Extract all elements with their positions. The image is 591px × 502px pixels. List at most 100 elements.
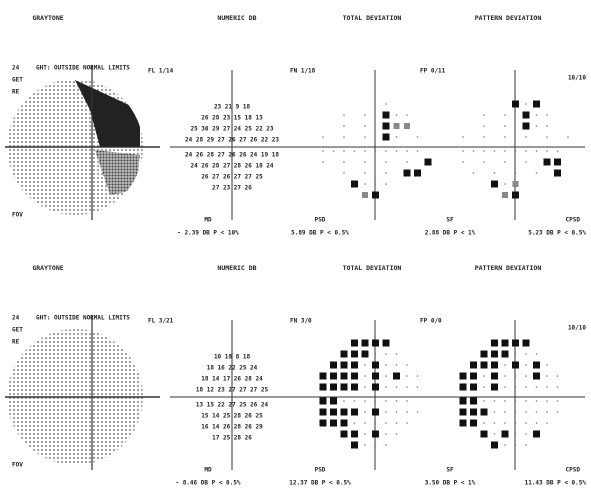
numeric-row: 23 21 9 18 [214, 104, 251, 111]
deviation-symbol [491, 373, 498, 380]
deviation-symbol [525, 375, 527, 377]
deviation-symbol [483, 422, 485, 424]
deviation-symbol [343, 400, 345, 402]
deviation-symbol [364, 400, 366, 402]
deviation-symbol [396, 114, 398, 116]
deviation-symbol [320, 409, 327, 416]
deviation-symbol [330, 362, 337, 369]
deviation-symbol [364, 114, 366, 116]
deviation-symbol [460, 398, 467, 405]
deviation-symbol [330, 373, 337, 380]
deviation-symbol [483, 114, 485, 116]
deviation-symbol [494, 422, 496, 424]
deviation-symbol [375, 150, 377, 152]
deviation-symbol [385, 422, 387, 424]
deviation-symbol [515, 172, 517, 174]
deviation-symbol [525, 136, 527, 138]
deviation-symbol [462, 136, 464, 138]
deviation-symbol [504, 364, 506, 366]
deviation-symbol [322, 136, 324, 138]
deviation-symbol [354, 150, 356, 152]
deviation-symbol [364, 411, 366, 413]
deviation-symbol [523, 340, 530, 347]
deviation-symbol [417, 375, 419, 377]
deviation-symbol [491, 181, 498, 188]
ght-label: GHT: OUTSIDE NORMAL LIMITS [36, 65, 130, 72]
false-positives: FP 0/11 [420, 68, 446, 75]
deviation-symbol [533, 431, 540, 438]
deviation-symbol [364, 386, 366, 388]
section-header: TOTAL DEVIATION [343, 264, 402, 272]
deviation-symbol [536, 114, 538, 116]
deviation-symbol [372, 409, 379, 416]
deviation-symbol [504, 375, 506, 377]
deviation-symbol [512, 101, 519, 108]
deviation-symbol [341, 431, 348, 438]
deviation-symbol [504, 125, 506, 127]
false-negatives: FN 3/0 [290, 318, 312, 325]
deviation-symbol [385, 375, 387, 377]
deviation-symbol [362, 351, 369, 358]
md-value: - 8.46 DB P < 0.5% [175, 480, 240, 487]
deviation-symbol [512, 340, 519, 347]
deviation-symbol [470, 420, 477, 427]
deviation-symbol [341, 373, 348, 380]
deviation-symbol [462, 161, 464, 163]
deviation-symbol [491, 362, 498, 369]
deviation-symbol [523, 123, 530, 130]
deviation-symbol [546, 411, 548, 413]
psd-label: PSD [315, 217, 326, 224]
deviation-symbol [341, 362, 348, 369]
deviation-symbol [504, 183, 506, 185]
deviation-symbol [364, 150, 366, 152]
deviation-symbol [396, 386, 398, 388]
deviation-symbol [385, 103, 387, 105]
deviation-symbol [385, 183, 387, 185]
deviation-symbol [473, 150, 475, 152]
deviation-symbol [483, 136, 485, 138]
deviation-symbol [406, 411, 408, 413]
fov-label: FOV [12, 462, 23, 469]
section-header: GRAYTONE [32, 264, 63, 272]
deviation-symbol [504, 422, 506, 424]
deviation-symbol [396, 422, 398, 424]
psd-label: PSD [315, 467, 326, 474]
cpsd-value: 5.23 DB P < 0.5% [528, 230, 586, 237]
deviation-symbol [396, 353, 398, 355]
deviation-symbol [406, 114, 408, 116]
deviation-symbol [546, 375, 548, 377]
deviation-symbol [351, 384, 358, 391]
deviation-symbol [330, 409, 337, 416]
deviation-symbol [546, 114, 548, 116]
deviation-symbol [364, 172, 366, 174]
deviation-symbol [504, 114, 506, 116]
deviation-symbol [525, 400, 527, 402]
deviation-symbol [504, 386, 506, 388]
numeric-row: 10 18 8 18 [214, 354, 251, 361]
deviation-symbol [320, 384, 327, 391]
deviation-symbol [557, 400, 559, 402]
deviation-symbol [523, 112, 530, 119]
deviation-symbol [394, 123, 400, 129]
deviation-symbol [470, 362, 477, 369]
deviation-symbol [396, 150, 398, 152]
deviation-symbol [351, 181, 358, 188]
deviation-symbol [470, 398, 477, 405]
sf-label: SF [446, 217, 454, 224]
deviation-symbol [533, 101, 540, 108]
section-header: PATTERN DEVIATION [475, 14, 542, 22]
deviation-symbol [364, 422, 366, 424]
deviation-symbol [341, 409, 348, 416]
deviation-symbol [343, 161, 345, 163]
deviation-symbol [417, 411, 419, 413]
false-positives: FP 0/0 [420, 318, 442, 325]
deviation-symbol [491, 384, 498, 391]
deviation-symbol [362, 340, 369, 347]
deviation-symbol [343, 150, 345, 152]
deviation-symbol [504, 444, 506, 446]
deviation-symbol [481, 351, 488, 358]
deviation-symbol [525, 411, 527, 413]
report: GRAYTONENUMERIC DBTOTAL DEVIATIONPATTERN… [0, 0, 591, 502]
deviation-symbol [533, 373, 540, 380]
numeric-row: 24 28 29 27 26 27 26 22 23 [185, 137, 279, 144]
